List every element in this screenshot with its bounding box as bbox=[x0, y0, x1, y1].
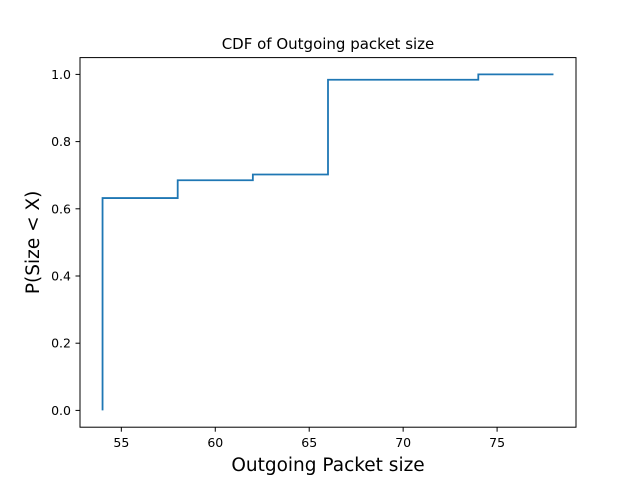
x-tick-label: 70 bbox=[395, 435, 411, 450]
y-tick-label: 0.0 bbox=[51, 403, 71, 418]
axes-frame bbox=[79, 57, 577, 428]
chart-title: CDF of Outgoing packet size bbox=[222, 35, 435, 53]
x-tick-label: 75 bbox=[489, 435, 505, 450]
x-tick-label: 65 bbox=[301, 435, 317, 450]
x-axis-label: Outgoing Packet size bbox=[231, 455, 424, 476]
y-tick-label: 1.0 bbox=[51, 67, 71, 82]
y-axis-label: P(Size < X) bbox=[23, 191, 44, 295]
x-tick-label: 55 bbox=[113, 435, 129, 450]
x-tick-label: 60 bbox=[207, 435, 223, 450]
y-tick-label: 0.8 bbox=[51, 134, 71, 149]
y-tick-label: 0.2 bbox=[51, 336, 71, 351]
y-tick-label: 0.4 bbox=[51, 269, 71, 284]
y-tick-label: 0.6 bbox=[51, 201, 71, 216]
cdf-series-line-0 bbox=[101, 73, 554, 411]
